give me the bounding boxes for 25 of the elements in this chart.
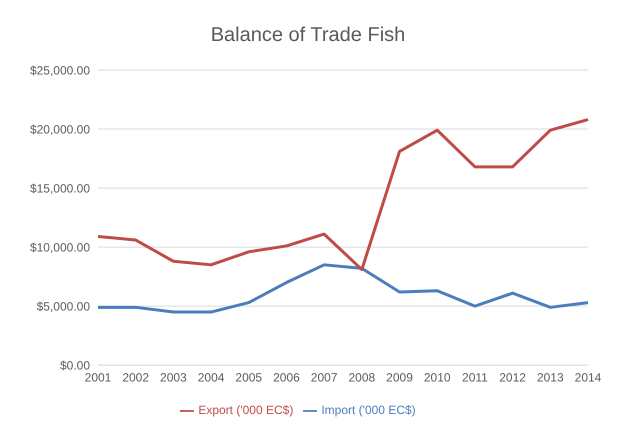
x-tick-label: 2003: [160, 370, 188, 385]
y-tick-label: $5,000.00: [36, 299, 90, 314]
x-tick-label: 2001: [84, 370, 112, 385]
x-tick-label: 2006: [273, 370, 300, 385]
x-tick-label: 2002: [122, 370, 150, 385]
x-tick-label: 2010: [424, 370, 451, 385]
x-tick-label: 2011: [462, 370, 488, 385]
y-tick-label: $0.00: [60, 358, 90, 372]
x-tick-label: 2007: [310, 370, 338, 385]
line-series: [96, 118, 590, 272]
x-tick-label: 2009: [386, 370, 414, 385]
x-tick-label: 2008: [348, 370, 376, 385]
x-tick-label: 2005: [235, 370, 262, 385]
legend-label: Export ('000 EC$): [198, 403, 294, 418]
y-tick-label: $25,000.00: [30, 63, 90, 78]
legend-label: Import ('000 EC$): [321, 403, 416, 418]
x-tick-label: 2014: [574, 370, 602, 385]
x-tick-label: 2012: [499, 370, 526, 385]
x-tick-label: 2013: [536, 370, 564, 385]
x-tick-label: 2004: [198, 370, 225, 385]
line-series: [96, 263, 590, 314]
y-tick-label: $15,000.00: [30, 181, 90, 196]
y-tick-label: $10,000.00: [30, 240, 90, 254]
chart-title: Balance of Trade Fish: [210, 23, 406, 48]
y-tick-label: $20,000.00: [30, 122, 90, 136]
